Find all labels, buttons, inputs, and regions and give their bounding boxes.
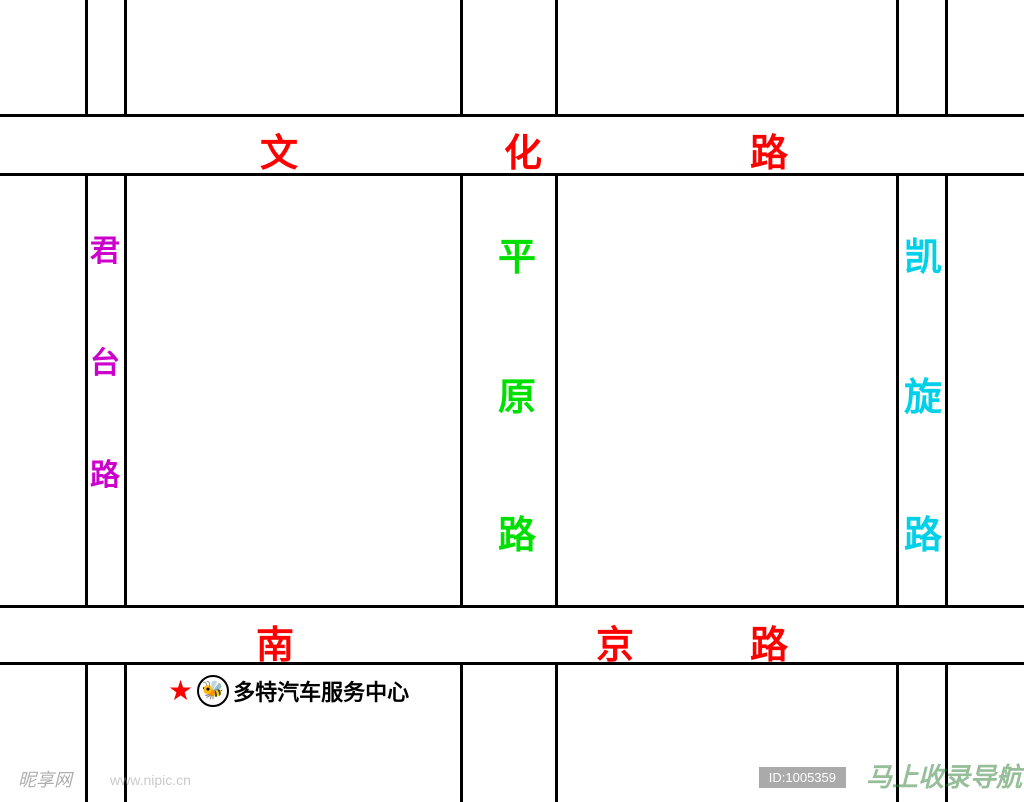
nanjing-label-1: 京 (596, 614, 634, 669)
pingyuan-label-0: 平 (498, 226, 536, 281)
nanjing-label-0: 南 (256, 614, 294, 669)
watermark-nav-brand: 马上收录导航 (866, 757, 1022, 794)
pingyuan-label-2: 路 (498, 504, 536, 559)
kaixuan-label-2: 路 (904, 504, 942, 559)
wenhua-label-0: 文 (260, 122, 298, 177)
poi-logo-icon: 🐝 (197, 675, 229, 707)
nanjing-label-2: 路 (750, 614, 788, 669)
juntai-label-2: 路 (90, 450, 120, 494)
wenhua-label-2: 路 (750, 122, 788, 177)
poi-label: 多特汽车服务中心 (233, 675, 409, 707)
juntai-label-1: 台 (90, 338, 120, 382)
watermark-brand: 昵享网 (18, 766, 72, 792)
watermark-url: www.nipic.cn (110, 772, 191, 788)
pingyuan-label-1: 原 (498, 366, 536, 421)
watermark-id: ID:1005359 (759, 767, 846, 788)
kaixuan-label-1: 旋 (904, 366, 942, 421)
star-icon: ★ (168, 674, 193, 707)
poi-service-center: ★ 🐝 多特汽车服务中心 (168, 674, 409, 707)
juntai-label-0: 君 (90, 226, 120, 270)
kaixuan-label-0: 凯 (904, 226, 942, 281)
road-nanjing (0, 605, 1024, 665)
wenhua-label-1: 化 (504, 122, 542, 177)
